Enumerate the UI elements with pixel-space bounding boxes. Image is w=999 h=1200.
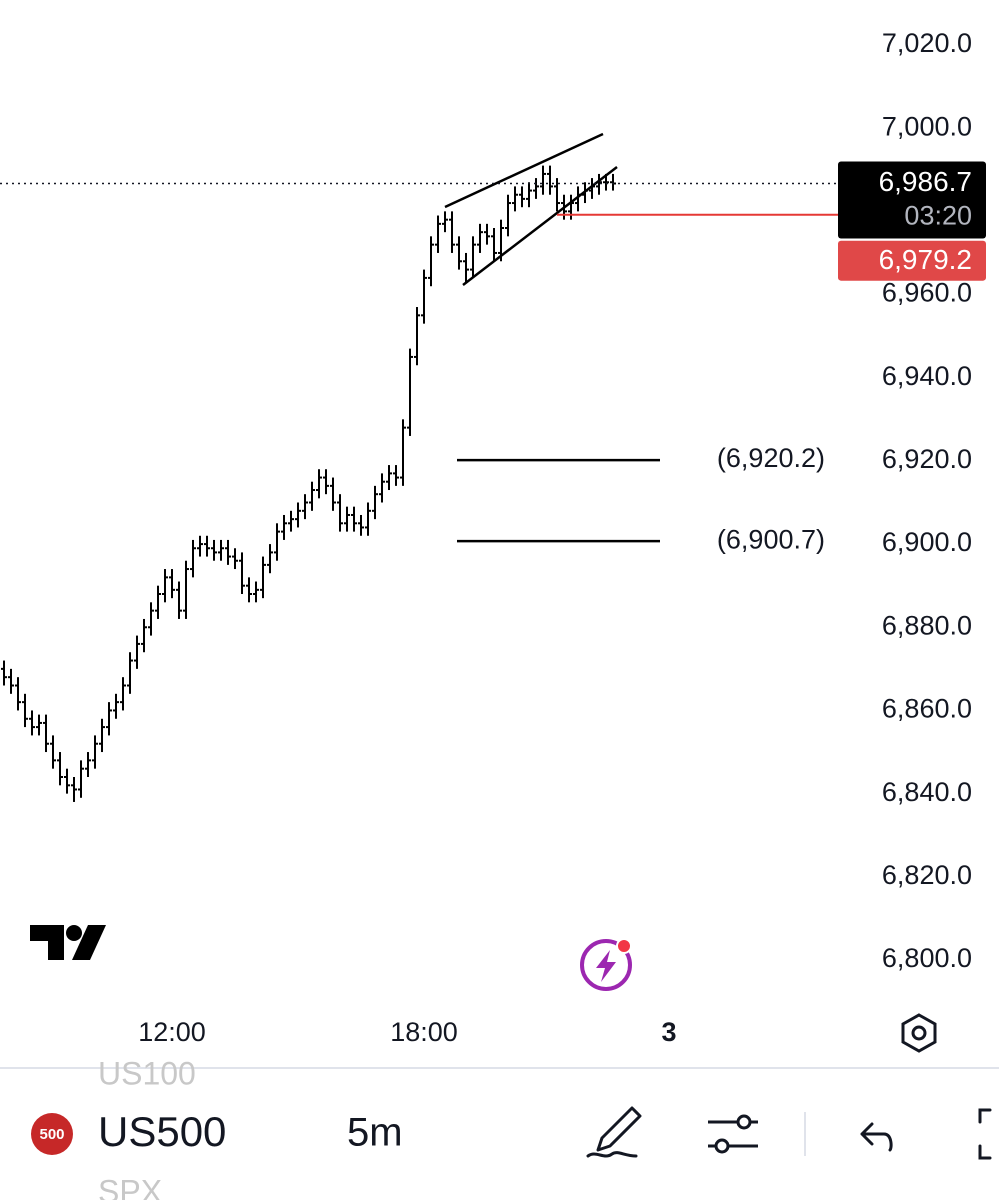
settings-center [911, 1025, 927, 1041]
countdown-label: 03:20 [904, 201, 972, 231]
x-tick-label: 3 [661, 1017, 676, 1047]
indicators-button[interactable] [708, 1114, 758, 1154]
draw-tool-button[interactable] [586, 1106, 642, 1158]
logo-v [72, 925, 106, 960]
logo-dot [66, 925, 82, 941]
fullscreen-button[interactable] [978, 1108, 992, 1160]
settings-button[interactable] [901, 1013, 937, 1053]
alert-label: 6,979.2 [879, 244, 972, 275]
wedge-upper-line[interactable] [444, 132, 604, 209]
last-price-box [838, 161, 986, 239]
notification-dot [616, 938, 632, 954]
undo-button[interactable] [860, 1122, 893, 1152]
symbol-badge-text: 500 [39, 1126, 64, 1143]
alert-box[interactable] [838, 240, 986, 281]
pencil-icon [596, 1106, 642, 1152]
slider-knob [714, 1138, 730, 1154]
wedge-drawing[interactable] [444, 132, 618, 286]
flash-ring [580, 939, 632, 991]
y-tick-label: 6,960.0 [882, 278, 972, 308]
overlays: (6,920.2) (6,900.7) 6,986.7 03:20 6,979.2 [0, 161, 986, 554]
y-tick-label: 6,900.0 [882, 527, 972, 557]
y-tick-label: 6,840.0 [882, 777, 972, 807]
slider-knob [736, 1114, 752, 1130]
level-label: (6,900.7) [717, 524, 825, 554]
y-tick-label: 6,860.0 [882, 694, 972, 724]
y-tick-label: 6,880.0 [882, 610, 972, 640]
wedge-lower-line[interactable] [462, 166, 618, 286]
y-tick-label: 7,020.0 [882, 28, 972, 58]
symbol-name[interactable]: US500 [98, 1108, 226, 1155]
next-symbol[interactable]: SPX [98, 1173, 162, 1200]
y-tick-label: 6,820.0 [882, 860, 972, 890]
last-price-label: 6,986.7 [879, 166, 972, 197]
pencil-stroke [586, 1151, 638, 1158]
symbol-badge [31, 1113, 73, 1155]
price-scale: 7,020.07,000.06,980.06,960.06,940.06,920… [138, 28, 972, 1047]
prev-symbol[interactable]: US100 [98, 1055, 196, 1091]
flash-button[interactable] [580, 938, 632, 991]
interval[interactable]: 5m [347, 1111, 403, 1155]
y-tick-label: 7,000.0 [882, 111, 972, 141]
price-bars [1, 165, 616, 802]
level-label: (6,920.2) [717, 443, 825, 473]
x-tick-label: 18:00 [390, 1017, 458, 1047]
y-tick-label: 6,800.0 [882, 943, 972, 973]
flash-bolt [596, 950, 616, 982]
x-tick-label: 12:00 [138, 1017, 206, 1047]
y-tick-label: 6,920.0 [882, 444, 972, 474]
y-tick-label: 6,940.0 [882, 361, 972, 391]
tradingview-logo[interactable] [30, 925, 106, 960]
logo-t [30, 925, 64, 960]
